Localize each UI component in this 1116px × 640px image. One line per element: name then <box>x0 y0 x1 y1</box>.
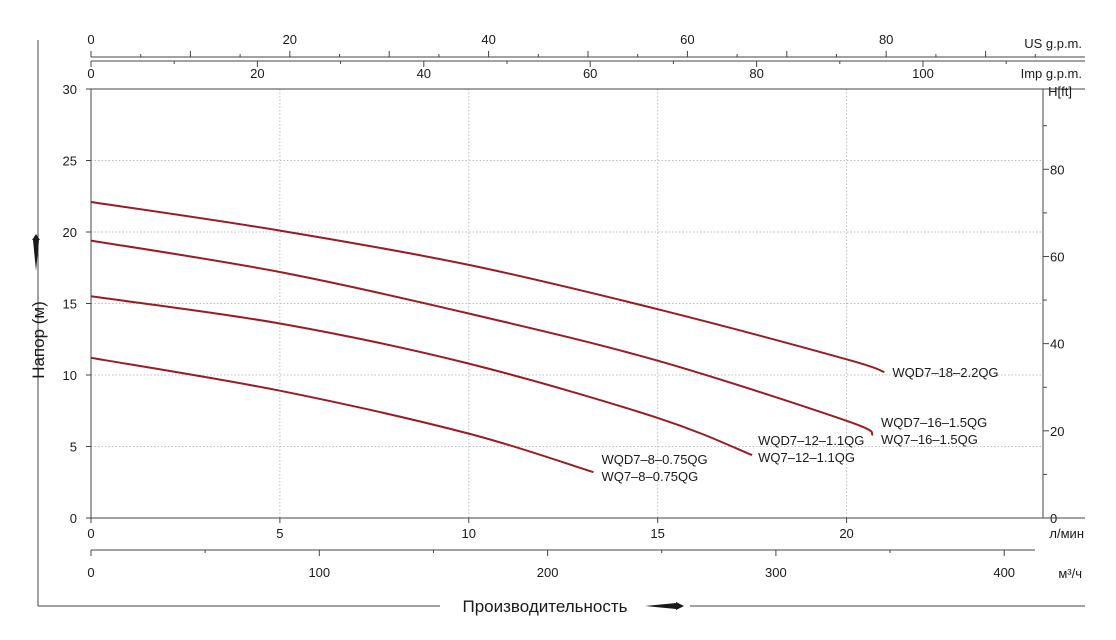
y-left-tick-label: 25 <box>63 154 77 169</box>
imp-gpm-tick-label: 20 <box>250 66 264 81</box>
performance-curve <box>90 201 885 374</box>
curve-label: WQD7–8–0.75QG <box>601 452 707 467</box>
m3h-tick-label: 0 <box>87 565 94 580</box>
y-left-tick-label: 10 <box>63 368 77 383</box>
imp-gpm-tick-label: 100 <box>912 66 934 81</box>
y-left-tick-label: 15 <box>63 297 77 312</box>
x-axis-arrow-icon <box>645 602 684 610</box>
x-axis-title: Производительность <box>462 597 627 616</box>
us-gpm-tick-label: 0 <box>87 32 94 47</box>
imp-gpm-unit-label: Imp g.p.m. <box>1021 66 1082 81</box>
y-left-tick-label: 0 <box>70 511 77 526</box>
us-gpm-tick-label: 80 <box>879 32 893 47</box>
us-gpm-unit-label: US g.p.m. <box>1024 36 1082 51</box>
imp-gpm-tick-label: 0 <box>87 66 94 81</box>
y-left-tick-label: 5 <box>70 440 77 455</box>
x-axis-m3h: 0 100 200 300 400 м³/ч <box>87 549 1082 581</box>
y-axis-title-group: Напор (м) <box>29 234 48 379</box>
x-tick-label: 5 <box>276 526 283 541</box>
performance-curves: WQD7–18–2.2QG WQD7–16–1.5QG WQ7–16–1.5QG WQ… <box>90 201 999 484</box>
imp-gpm-tick-label: 80 <box>749 66 763 81</box>
y-axis-title: Напор (м) <box>29 301 48 379</box>
curve-label: WQ7–16–1.5QG <box>881 432 978 447</box>
m3h-unit-label: м³/ч <box>1058 566 1082 581</box>
curve-label: WQD7–18–2.2QG <box>892 365 998 380</box>
curve-label: WQD7–12–1.1QG <box>758 433 864 448</box>
performance-curve <box>90 295 753 457</box>
curve-label: WQD7–16–1.5QG <box>881 415 987 430</box>
y-axis-left: 0 5 10 15 20 25 30 <box>63 82 91 526</box>
us-gpm-tick-label: 40 <box>481 32 495 47</box>
m3h-tick-label: 200 <box>537 565 559 580</box>
x-tick-label: 0 <box>87 526 94 541</box>
y-right-tick-label: 60 <box>1050 249 1064 264</box>
us-gpm-tick-label: 60 <box>680 32 694 47</box>
y-right-tick-label: 20 <box>1050 424 1064 439</box>
x-tick-label: 15 <box>650 526 664 541</box>
outer-frame <box>37 40 1085 607</box>
y-left-tick-label: 20 <box>63 225 77 240</box>
x-axis-lmin: 0 5 10 15 20 л/мин <box>87 517 1085 541</box>
y-right-unit-label: H[ft] <box>1048 84 1072 99</box>
m3h-tick-label: 100 <box>308 565 330 580</box>
imp-gpm-tick-label: 60 <box>583 66 597 81</box>
x-tick-label: 10 <box>462 526 476 541</box>
m3h-tick-label: 400 <box>993 565 1015 580</box>
performance-curve <box>90 356 594 474</box>
top-flow-scales: 0 20 40 60 80 US g.p.m. 0 20 40 60 80 100 Imp g.p.m. <box>87 32 1085 81</box>
curve-label: WQ7–8–0.75QG <box>601 469 698 484</box>
us-gpm-tick-label: 20 <box>283 32 297 47</box>
y-left-tick-label: 30 <box>63 82 77 97</box>
performance-curve <box>90 239 874 436</box>
y-axis-arrow-icon <box>32 234 40 271</box>
y-right-tick-label: 40 <box>1050 337 1064 352</box>
grid <box>90 88 1085 518</box>
imp-gpm-tick-label: 40 <box>417 66 431 81</box>
x-unit-label: л/мин <box>1049 526 1084 541</box>
y-right-tick-label: 80 <box>1050 162 1064 177</box>
curve-label: WQ7–12–1.1QG <box>758 450 855 465</box>
m3h-tick-label: 300 <box>765 565 787 580</box>
axis-titles: Напор (м) Производительность <box>29 234 684 616</box>
x-tick-label: 20 <box>839 526 853 541</box>
